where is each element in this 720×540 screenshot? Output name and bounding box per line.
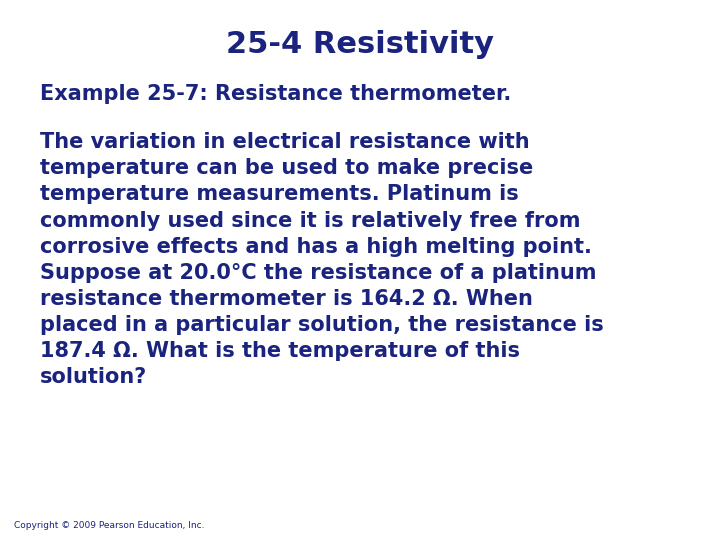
Text: Example 25-7: Resistance thermometer.: Example 25-7: Resistance thermometer. [40,84,511,104]
Text: Copyright © 2009 Pearson Education, Inc.: Copyright © 2009 Pearson Education, Inc. [14,521,205,530]
Text: 25-4 Resistivity: 25-4 Resistivity [226,30,494,59]
Text: The variation in electrical resistance with
temperature can be used to make prec: The variation in electrical resistance w… [40,132,603,387]
